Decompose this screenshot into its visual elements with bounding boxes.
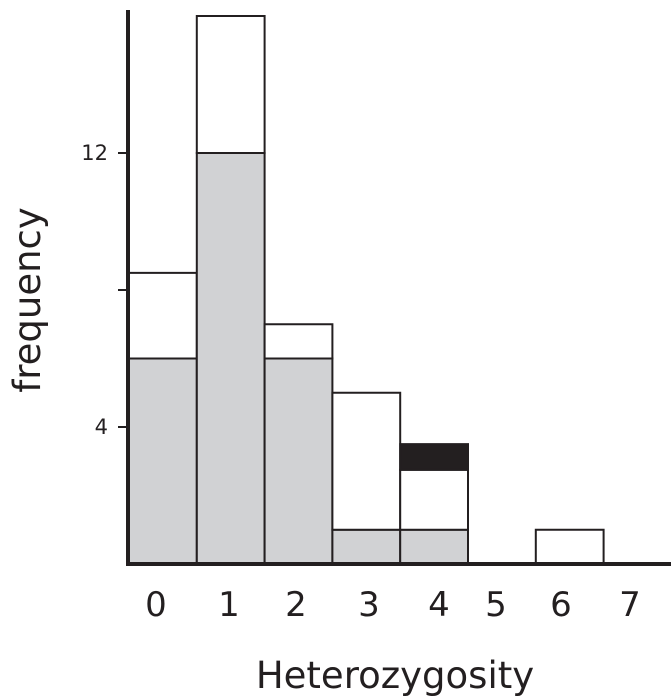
x-tick-label-1: 1	[218, 585, 240, 625]
x-tick-label-2: 2	[285, 585, 307, 625]
bar-4-segment-2	[399, 443, 470, 471]
bars-group	[128, 15, 605, 565]
bar-1-segment-0	[195, 152, 266, 565]
x-tick-label-4: 4	[428, 585, 450, 625]
bar-3-segment-1	[331, 391, 402, 531]
y-tick-label: 12	[81, 141, 108, 165]
x-tick-label-3: 3	[358, 585, 380, 625]
y-tick-label: 4	[95, 415, 108, 439]
bar-2-segment-1	[263, 323, 334, 360]
bar-0-segment-1	[128, 271, 198, 360]
y-axis-title: frequency	[6, 207, 49, 393]
x-tick-label-6: 6	[550, 585, 572, 625]
bar-3-segment-0	[331, 528, 402, 565]
bar-4-segment-1	[399, 468, 470, 531]
x-tick-label-7: 7	[619, 585, 641, 625]
x-axis-title: Heterozygosity	[256, 654, 534, 697]
bar-0-segment-0	[128, 357, 198, 565]
bar-2-segment-0	[263, 357, 334, 565]
bar-4-segment-0	[399, 528, 470, 565]
x-tick-label-5: 5	[485, 585, 507, 625]
y-ticks-group: 4 12	[81, 141, 128, 439]
bar-6-segment-1	[534, 528, 605, 565]
x-tick-label-0: 0	[145, 585, 167, 625]
bar-1-segment-1	[195, 15, 266, 154]
